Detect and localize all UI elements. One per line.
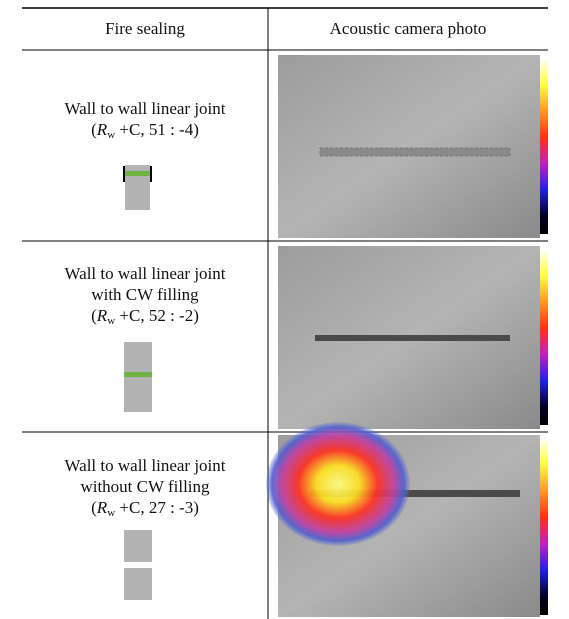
row-label: Wall to wall linear joint with CW filling… bbox=[22, 263, 268, 332]
joint-line bbox=[310, 490, 520, 497]
rating-values: +C, 52 : -2) bbox=[115, 306, 199, 325]
rating: (Rw +C, 51 : -4) bbox=[22, 119, 268, 146]
row-label: Wall to wall linear joint (Rw +C, 51 : -4… bbox=[22, 98, 268, 146]
color-bar bbox=[540, 58, 548, 234]
rating: (Rw +C, 52 : -2) bbox=[22, 305, 268, 332]
label-line: Wall to wall linear joint bbox=[64, 99, 226, 118]
joint-line bbox=[319, 147, 511, 157]
joint-line bbox=[315, 335, 510, 341]
rating-symbol: R bbox=[96, 498, 108, 517]
seal-icon bbox=[124, 372, 152, 377]
rating-open: ( bbox=[91, 120, 97, 139]
rating-open: ( bbox=[91, 498, 97, 517]
color-bar bbox=[540, 249, 548, 425]
acoustic-photo bbox=[278, 55, 540, 238]
rating-subscript: w bbox=[107, 129, 116, 141]
rating-subscript: w bbox=[107, 507, 116, 519]
color-bar bbox=[540, 437, 548, 615]
wall-icon bbox=[124, 530, 152, 562]
row-label: Wall to wall linear joint without CW fill… bbox=[22, 455, 268, 524]
label-line: with CW filling bbox=[91, 285, 199, 304]
seal-icon bbox=[125, 171, 150, 176]
rating-open: ( bbox=[91, 306, 97, 325]
rating-symbol: R bbox=[96, 120, 108, 139]
column-header: Acoustic camera photo bbox=[329, 19, 487, 38]
rating-values: +C, 27 : -3) bbox=[115, 498, 199, 517]
wall-icon bbox=[124, 568, 152, 600]
sound-source bbox=[266, 422, 410, 546]
column-header: Fire sealing bbox=[105, 19, 185, 38]
rating-values: +C, 51 : -4) bbox=[115, 120, 199, 139]
label-line: Wall to wall linear joint bbox=[64, 264, 226, 283]
rating: (Rw +C, 27 : -3) bbox=[22, 497, 268, 524]
rating-subscript: w bbox=[107, 315, 116, 327]
label-line: without CW filling bbox=[80, 477, 210, 496]
rating-symbol: R bbox=[96, 306, 108, 325]
label-line: Wall to wall linear joint bbox=[64, 456, 226, 475]
